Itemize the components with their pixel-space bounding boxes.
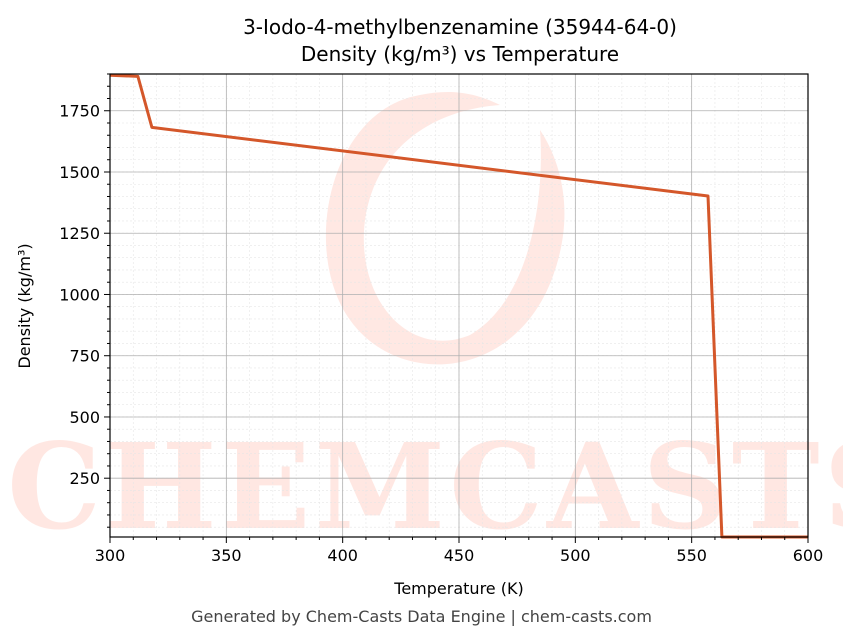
x-tick-label: 600 bbox=[793, 546, 824, 565]
x-tick-label: 500 bbox=[560, 546, 591, 565]
x-tick-label: 350 bbox=[211, 546, 242, 565]
chart-title: 3-Iodo-4-methylbenzenamine (35944-64-0) bbox=[243, 15, 677, 39]
x-tick-label: 300 bbox=[95, 546, 126, 565]
x-tick-label: 400 bbox=[327, 546, 358, 565]
x-axis-ticks: 300 350 400 450 500 550 600 bbox=[95, 537, 824, 565]
y-axis-ticks: 250 500 750 1000 1250 1500 1750 bbox=[59, 73, 110, 528]
y-tick-label: 1750 bbox=[59, 102, 100, 121]
watermark-text: CHEMCASTS bbox=[7, 417, 843, 556]
y-tick-label: 500 bbox=[69, 408, 100, 427]
y-axis-label: Density (kg/m³) bbox=[15, 243, 34, 368]
y-tick-label: 250 bbox=[69, 469, 100, 488]
x-axis-label: Temperature (K) bbox=[393, 579, 523, 598]
y-tick-label: 750 bbox=[69, 347, 100, 366]
x-tick-label: 450 bbox=[444, 546, 475, 565]
density-chart: CHEMCASTS 3-Iodo-4-methylbenzenamine (35… bbox=[7, 15, 843, 598]
chart-subtitle: Density (kg/m³) vs Temperature bbox=[301, 42, 619, 66]
y-tick-label: 1250 bbox=[59, 224, 100, 243]
watermark-logo-swirl bbox=[325, 92, 565, 365]
footer-credit: Generated by Chem-Casts Data Engine | ch… bbox=[191, 607, 652, 626]
y-tick-label: 1000 bbox=[59, 285, 100, 304]
x-tick-label: 550 bbox=[676, 546, 707, 565]
watermark: CHEMCASTS bbox=[7, 92, 843, 556]
y-tick-label: 1500 bbox=[59, 163, 100, 182]
